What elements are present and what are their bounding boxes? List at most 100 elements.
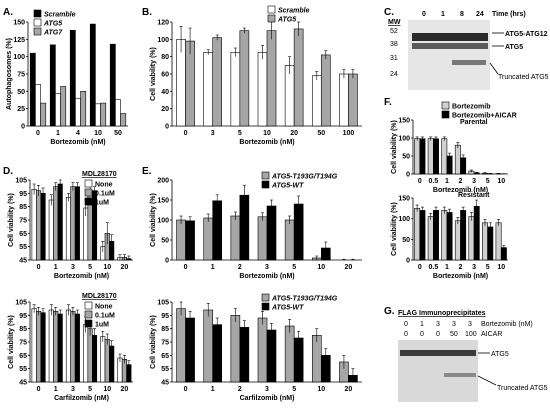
y-tick-label: 50 [17,89,25,96]
blot-c-annot-atg5-atg12: ATG5-ATG12 [505,31,548,38]
bar [266,30,277,127]
y-tick-label: 55 [19,366,27,373]
legend-label: Scramble [278,8,310,15]
y-tick-label: 150 [13,20,25,27]
bar [311,75,322,127]
legend-swatch [441,110,450,119]
blot-c-mw-52: 52 [390,28,398,35]
bar [284,219,295,261]
y-tick-label: 100 [398,216,410,223]
bar [176,219,186,261]
bar [266,329,277,383]
bar [104,339,110,383]
bar [230,315,241,383]
bar [31,308,37,383]
blot-g-membrane [398,340,478,402]
bar [80,91,87,127]
y-axis-label: Autophagosomes (%) [6,38,13,110]
y-axis-label: Cell viability (%) [391,202,398,256]
blot-g-arrow-2 [477,375,497,386]
y-tick-label: 95 [161,313,169,320]
blot-g-title: FLAG Immunoprecipitates [398,310,486,317]
x-tick-label: 3 [71,386,75,393]
legend-label: None [95,182,113,189]
blot-c-lane-0: 0 [422,11,426,18]
blot-g-row2-label: AICAR [481,331,502,338]
x-tick-label: 0.5 [428,178,438,185]
bar [284,325,295,383]
bar [75,97,81,127]
x-tick-label: 20 [345,386,353,393]
blot-g-r2-2: 0 [436,331,440,338]
blot-g-r1-1: 1 [420,321,424,328]
bar [454,144,461,175]
bar [293,28,304,127]
y-axis-label: Cell viability (%) [150,315,157,369]
y-tick-label: 105 [15,300,27,307]
y-axis-label: Cell viability (%) [150,193,157,247]
legend-label: ATG5 [277,17,296,24]
legend-label: Scramble [44,12,76,19]
bar [89,23,96,127]
legend-swatch [84,197,93,206]
x-tick-label: 3 [472,178,476,185]
x-tick-label: 5 [238,130,242,137]
bar [427,216,434,261]
x-tick-label: 3 [211,130,215,137]
bar [40,312,46,383]
x-tick-label: 10 [497,178,505,185]
y-tick-label: 200 [157,178,169,185]
y-tick-label: 100 [157,37,169,44]
bar [495,222,502,261]
y-tick-label: 0 [21,124,25,131]
blot-c-annot-atg5: ATG5 [505,44,523,51]
blot-c-mw-label: MW [388,19,401,26]
bar [473,205,480,261]
legend-label: None [95,304,113,311]
bar [83,324,89,383]
legend-swatch [84,319,93,328]
chart-title: Resistant [458,192,490,199]
bar [92,335,98,383]
x-tick-label: 0 [37,386,41,393]
x-tick-label: 1 [211,386,215,393]
y-tick-label: 25 [17,106,25,113]
blot-g-r1-0: 0 [404,321,408,328]
bar [230,52,241,127]
bar [185,220,195,261]
x-tick-label: 5 [88,264,92,271]
legend-label: ATG5-WT [271,183,304,190]
bar [53,311,59,383]
legend-swatch [261,293,270,302]
blot-c-band-atg5-atg12 [412,33,488,41]
y-tick-label: 80 [161,54,169,61]
legend-label: 0.1uM [95,313,115,320]
legend-label: ATG5-WT [271,305,304,312]
blot-g-annot-truncated: Truncated ATG5 [497,385,548,392]
blot-c-annot-truncated: Truncated ATG5 [498,74,549,81]
x-tick-label: 10 [103,386,111,393]
y-tick-label: 150 [157,198,169,205]
y-tick-label: 150 [398,118,410,125]
legend-swatch [267,14,276,23]
bar [339,73,349,127]
x-tick-label: 10 [263,130,271,137]
bar [70,311,76,383]
panel-label-g: G. [384,306,395,317]
legend-label: 0.1uM [95,191,115,198]
panel-label-a: A. [3,7,13,18]
bar [74,186,80,261]
blot-c-band-truncated [452,60,486,65]
x-tick-label: 2 [459,264,463,271]
x-tick-label: 5 [292,264,296,271]
bar [203,52,214,127]
chart-f2: 0 50 100 150 0 0.5 1 2 3 5 10 Bortezomib (nM) Cell v… [391,192,508,280]
bar [230,215,241,261]
bar [311,335,322,383]
bar [74,313,80,383]
x-tick-label: 3 [265,264,269,271]
blot-g: FLAG Immunoprecipitates 0 1 3 3 3 Bortez… [398,310,548,402]
legend-label: ATG7 [43,30,63,37]
